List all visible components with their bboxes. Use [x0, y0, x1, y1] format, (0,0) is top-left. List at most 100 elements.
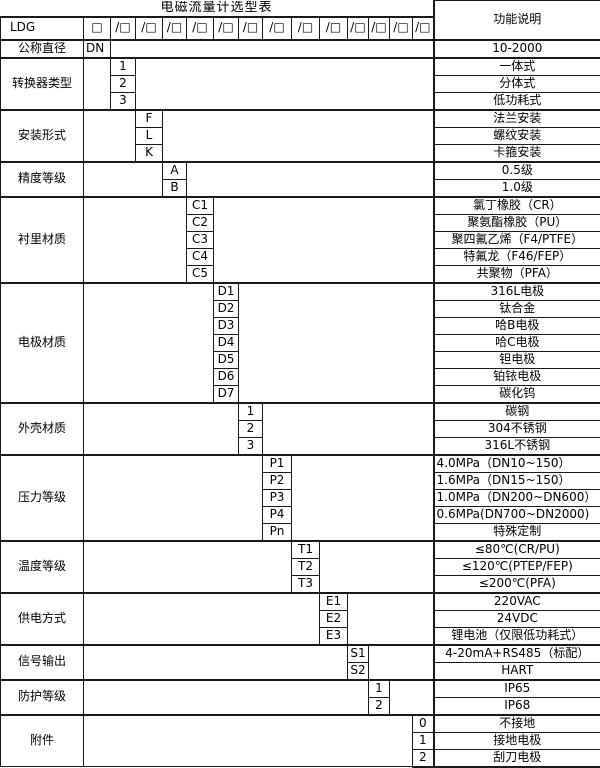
option-code-converter-type-2: 2: [111, 75, 136, 92]
category-label-housing: 外壳材质: [1, 403, 84, 455]
option-code-electrode-D7: D7: [214, 385, 239, 403]
model-first-box-cell: □: [84, 17, 111, 40]
option-desc-accessories-2: 刮刀电极: [434, 749, 600, 767]
model-box-cell: /□: [320, 17, 348, 40]
option-code-installation-L: L: [136, 127, 163, 144]
option-code-housing-2: 2: [239, 420, 263, 437]
right-spacer: [292, 455, 434, 541]
option-desc-electrode-D5: 钽电极: [434, 351, 600, 368]
option-desc-lining-C1: 氯丁橡胶（CR）: [434, 197, 600, 215]
option-desc-housing-3: 316L不锈钢: [434, 437, 600, 455]
category-label-temperature: 温度等级: [1, 541, 84, 593]
option-desc-signal-output-S2: HART: [434, 662, 600, 680]
option-code-installation-K: K: [136, 144, 163, 162]
right-spacer: [111, 40, 434, 58]
option-code-temperature-T1: T1: [292, 541, 320, 559]
left-spacer: [84, 58, 111, 110]
option-code-lining-C5: C5: [187, 265, 214, 283]
option-code-pressure-Pn: Pn: [263, 523, 292, 541]
option-desc-lining-C2: 聚氨酯橡胶（PU）: [434, 214, 600, 231]
option-code-converter-type-3: 3: [111, 92, 136, 110]
option-desc-housing-1: 碳钢: [434, 403, 600, 421]
category-label-installation: 安装形式: [1, 110, 84, 162]
option-code-accessories-0: 0: [413, 715, 434, 733]
right-spacer: [263, 403, 434, 455]
category-label-electrode: 电极材质: [1, 283, 84, 403]
option-code-power-supply-E2: E2: [320, 610, 348, 627]
left-spacer: [84, 197, 187, 283]
option-desc-electrode-D2: 钛合金: [434, 300, 600, 317]
option-code-accessories-2: 2: [413, 749, 434, 767]
option-desc-housing-2: 304不锈钢: [434, 420, 600, 437]
option-desc-pressure-P3: 1.0MPa（DN200~DN600）: [434, 489, 600, 506]
option-desc-power-supply-E3: 锂电池（仅限低功耗式）: [434, 627, 600, 645]
model-box-cell: /□: [214, 17, 239, 40]
option-desc-pressure-P2: 1.6MPa（DN15~150）: [434, 472, 600, 489]
option-code-lining-C3: C3: [187, 231, 214, 248]
model-box-cell: /□: [292, 17, 320, 40]
option-desc-accuracy-A: 0.5级: [434, 162, 600, 180]
option-desc-accessories-0: 不接地: [434, 715, 600, 733]
option-code-diameter-DN: DN: [84, 40, 111, 58]
option-desc-electrode-D7: 碳化钨: [434, 385, 600, 403]
option-code-electrode-D2: D2: [214, 300, 239, 317]
right-spacer: [239, 283, 434, 403]
option-code-electrode-D1: D1: [214, 283, 239, 301]
category-label-converter-type: 转换器类型: [1, 58, 84, 110]
option-code-pressure-P2: P2: [263, 472, 292, 489]
option-code-temperature-T2: T2: [292, 558, 320, 575]
model-box-cell: /□: [413, 17, 434, 40]
title-row: 电磁流量计选型表 功能说明: [1, 1, 600, 17]
left-spacer: [84, 403, 239, 455]
option-desc-power-supply-E2: 24VDC: [434, 610, 600, 627]
option-code-accuracy-A: A: [163, 162, 187, 180]
right-spacer: [390, 680, 434, 715]
category-label-diameter: 公称直径: [1, 40, 84, 58]
option-code-lining-C4: C4: [187, 248, 214, 265]
left-spacer: [84, 162, 163, 197]
option-code-lining-C1: C1: [187, 197, 214, 215]
category-label-accuracy: 精度等级: [1, 162, 84, 197]
table-title: 电磁流量计选型表: [1, 1, 434, 17]
category-label-accessories: 附件: [1, 715, 84, 767]
option-code-protection-2: 2: [369, 697, 390, 715]
option-code-pressure-P3: P3: [263, 489, 292, 506]
model-box-cell: /□: [390, 17, 413, 40]
model-box-cell: /□: [263, 17, 292, 40]
option-code-housing-3: 3: [239, 437, 263, 455]
function-column-header: 功能说明: [434, 1, 600, 40]
model-box-cell: /□: [187, 17, 214, 40]
option-code-installation-F: F: [136, 110, 163, 128]
option-desc-protection-2: IP68: [434, 697, 600, 715]
model-box-cell: /□: [369, 17, 390, 40]
right-spacer: [348, 593, 434, 645]
option-desc-temperature-T3: ≤200℃(PFA): [434, 575, 600, 593]
option-code-accuracy-B: B: [163, 179, 187, 197]
right-spacer: [320, 541, 434, 593]
option-code-electrode-D4: D4: [214, 334, 239, 351]
option-code-power-supply-E1: E1: [320, 593, 348, 611]
option-desc-electrode-D3: 哈B电极: [434, 317, 600, 334]
category-label-protection: 防护等级: [1, 680, 84, 715]
option-desc-pressure-Pn: 特殊定制: [434, 523, 600, 541]
option-code-pressure-P1: P1: [263, 455, 292, 473]
option-desc-accessories-1: 接地电极: [434, 732, 600, 749]
option-desc-power-supply-E1: 220VAC: [434, 593, 600, 611]
model-box-cell: /□: [239, 17, 263, 40]
category-label-pressure: 压力等级: [1, 455, 84, 541]
option-desc-pressure-P1: 4.0MPa（DN10~150）: [434, 455, 600, 473]
option-desc-lining-C5: 共聚物（PFA）: [434, 265, 600, 283]
option-code-housing-1: 1: [239, 403, 263, 421]
option-desc-accuracy-B: 1.0级: [434, 179, 600, 197]
option-code-temperature-T3: T3: [292, 575, 320, 593]
left-spacer: [84, 110, 136, 162]
option-desc-installation-K: 卡箍安装: [434, 144, 600, 162]
